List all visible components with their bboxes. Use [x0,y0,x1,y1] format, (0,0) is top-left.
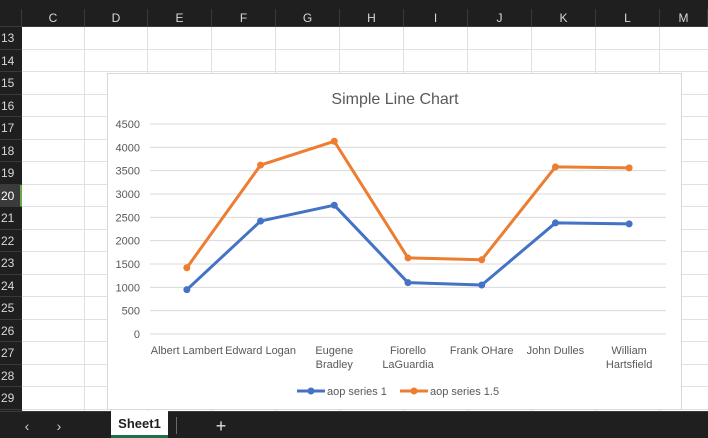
row-header-20[interactable]: 20 [0,184,22,207]
column-header-d[interactable]: D [85,9,148,27]
row-header-bar: 13141516171819202122232425262728293031 [0,27,22,438]
legend-label-1: aop series 1 [327,386,387,398]
legend-label-2: aop series 1.5 [430,386,499,398]
series-1-point [404,279,412,287]
x-tick-label: Albert Lambert [151,345,223,357]
legend-marker-1 [307,387,315,395]
series-1-point [625,220,633,228]
row-header-25[interactable]: 25 [0,297,22,320]
row-header-27[interactable]: 27 [0,342,22,365]
series-2-point [625,164,633,172]
row-header-21[interactable]: 21 [0,207,22,230]
sheet-tab-label: Sheet1 [118,416,161,431]
series-2-point [330,137,338,145]
y-tick-label: 500 [122,306,140,318]
column-header-m[interactable]: M [660,9,708,27]
line-chart[interactable]: Simple Line Chart 0 500 1000 1500 2000 2500 300… [107,73,682,410]
row-header-14[interactable]: 14 [0,50,22,72]
column-header-h[interactable]: H [340,9,404,27]
row-header-17[interactable]: 17 [0,117,22,140]
y-tick-label: 0 [134,329,140,341]
series-2-point [183,264,191,272]
grid-row-line [22,48,708,50]
legend-marker-2 [410,387,418,395]
column-header-f[interactable]: F [212,9,276,27]
x-tick-label: William Hartsfield [606,345,652,371]
grid-row-line [22,71,708,72]
series-line-1 [185,203,630,291]
x-tick-label: Edward Logan [225,345,296,357]
row-header-23[interactable]: 23 [0,252,22,275]
y-tick-label: 4500 [116,119,140,131]
column-header-l[interactable]: L [596,9,660,27]
grid-column-line [84,27,85,411]
column-header-i[interactable]: I [404,9,468,27]
series-1-point [330,201,338,209]
series-line-2 [185,139,630,269]
row-header-18[interactable]: 18 [0,140,22,162]
column-header-g[interactable]: G [276,9,340,27]
row-header-29[interactable]: 29 [0,387,22,410]
y-tick-label: 1500 [116,259,140,271]
row-header-13[interactable]: 13 [0,27,22,50]
y-tick-label: 4000 [116,142,140,154]
y-tick-label: 3000 [116,189,140,201]
y-tick-label: 1000 [116,282,140,294]
add-sheet-button[interactable]: + [210,415,232,437]
row-header-26[interactable]: 26 [0,320,22,342]
chevron-right-icon: › [56,418,62,434]
chevron-left-icon: ‹ [24,418,30,434]
worksheet-grid[interactable]: Simple Line Chart 0 500 1000 1500 2000 2500 300… [22,27,708,432]
row-header-19[interactable]: 19 [0,162,22,185]
row-header-22[interactable]: 22 [0,230,22,252]
select-all-corner[interactable] [0,9,22,27]
y-tick-label: 2000 [116,236,140,248]
x-tick-label: Eugene Bradley [315,345,353,371]
y-tick-label: 2500 [116,212,140,224]
sheet-tab-bar: ‹ › Sheet1 + [0,411,708,438]
column-header-j[interactable]: J [468,9,532,27]
title-bar-strip [0,0,708,9]
series-2-point [478,256,486,264]
tab-divider [176,417,177,434]
series-1-point [183,286,191,294]
row-header-15[interactable]: 15 [0,72,22,95]
prev-sheet-button[interactable]: ‹ [15,416,39,436]
y-tick-label: 3500 [116,166,140,178]
row-header-28[interactable]: 28 [0,365,22,387]
series-2-point [404,254,412,262]
plus-icon: + [215,416,227,436]
series-1-point [478,281,486,289]
x-tick-label: John Dulles [527,345,585,357]
next-sheet-button[interactable]: › [47,416,71,436]
series-2-point [551,163,559,171]
series-2-point [257,161,265,169]
series-1-point [257,217,265,225]
column-header-k[interactable]: K [532,9,596,27]
column-header-c[interactable]: C [22,9,85,27]
chart-canvas: Simple Line Chart 0 500 1000 1500 2000 2500 300… [116,91,666,398]
series-1-point [551,219,559,227]
x-tick-label: Frank OHare [450,345,514,357]
x-tick-label: Fiorello LaGuardia [382,345,434,371]
row-header-16[interactable]: 16 [0,95,22,117]
column-header-e[interactable]: E [148,9,212,27]
row-header-24[interactable]: 24 [0,275,22,297]
sheet-tab-sheet1[interactable]: Sheet1 [111,411,168,438]
chart-title: Simple Line Chart [331,91,459,108]
